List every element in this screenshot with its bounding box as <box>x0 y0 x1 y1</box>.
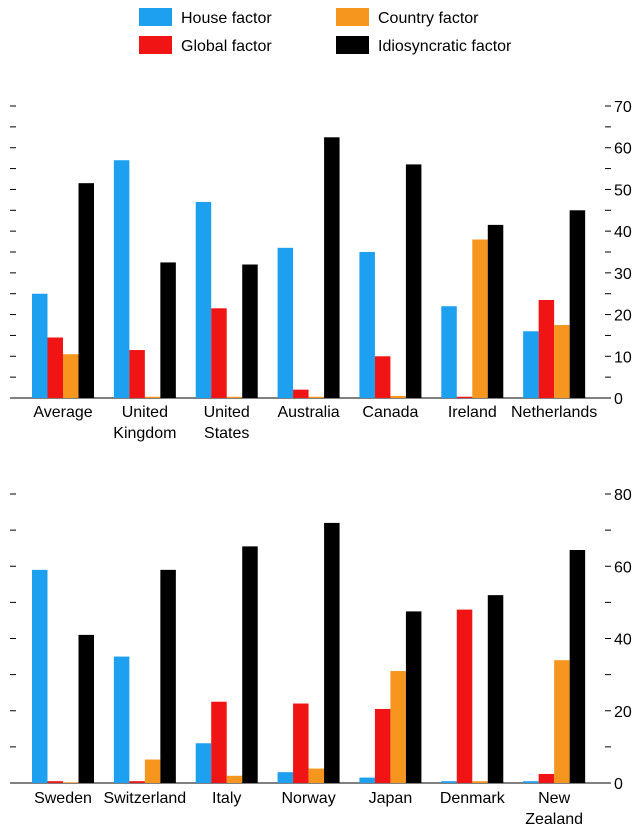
bar-global <box>47 781 63 783</box>
bar-idio <box>160 262 176 398</box>
y-tick-label: 10 <box>614 349 632 366</box>
bar-country <box>390 395 406 398</box>
category-label: Switzerland <box>104 790 187 807</box>
y-tick-label: 40 <box>614 632 632 649</box>
bar-global <box>211 308 227 398</box>
bar-global <box>293 703 309 783</box>
legend-label-idio: Idiosyncratic factor <box>378 38 512 55</box>
bar-country <box>144 759 161 783</box>
bar-global <box>293 389 309 398</box>
category-label: Japan <box>369 790 413 807</box>
y-tick-label: 20 <box>614 704 632 721</box>
category-label: Denmark <box>440 790 506 807</box>
category-label: Sweden <box>34 790 92 807</box>
bar-global <box>538 299 555 398</box>
category-label: Netherlands <box>511 404 597 421</box>
bar-idio <box>160 569 176 783</box>
category-label: United States <box>204 404 250 442</box>
bar-global <box>129 781 145 783</box>
bar-house <box>441 306 457 398</box>
bar-idio <box>405 611 422 783</box>
legend-label-country: Country factor <box>378 10 479 27</box>
bar-global <box>456 609 473 783</box>
bar-country <box>308 396 325 398</box>
chart-panel-top: 0 10 20 30 40 50 60 70 Average United Kingdom Unite… <box>10 99 632 442</box>
category-label: Italy <box>212 790 241 807</box>
bar-idio <box>242 546 258 783</box>
category-label: Australia <box>277 404 339 421</box>
category-label: Average <box>33 404 92 421</box>
bar-house <box>113 656 130 783</box>
bar-house <box>113 160 130 398</box>
bar-idio <box>78 634 94 783</box>
bar-country <box>554 660 570 783</box>
bar-house <box>195 201 212 398</box>
bar-global <box>374 708 391 783</box>
bar-idio <box>569 549 586 783</box>
bar-idio <box>78 183 94 398</box>
bar-house <box>277 772 294 783</box>
bar-idio <box>242 264 258 398</box>
bar-country <box>308 768 325 783</box>
category-label: Ireland <box>448 404 497 421</box>
bar-house <box>32 293 48 398</box>
bar-global <box>538 773 555 783</box>
bar-global <box>129 350 145 398</box>
y-tick-label: 0 <box>614 776 623 793</box>
bar-idio <box>405 164 422 398</box>
bar-country <box>554 325 570 398</box>
bar-house <box>523 331 539 398</box>
bar-country <box>63 782 79 783</box>
chart-legend: House factor Global factor Country factor I… <box>139 8 512 55</box>
bar-idio <box>324 137 340 399</box>
bar-global <box>211 701 227 783</box>
bar-house <box>359 252 375 398</box>
bar-idio <box>487 224 504 398</box>
legend-swatch-country <box>336 8 369 26</box>
y-tick-label: 70 <box>614 99 632 116</box>
y-tick-label: 20 <box>614 308 632 325</box>
category-label: Norway <box>281 790 335 807</box>
y-tick-label: 40 <box>614 224 632 241</box>
bar-idio <box>569 210 586 398</box>
bar-global <box>374 356 391 398</box>
chart-panel-bottom: 0 20 40 60 80 Sweden Switzerland Italy Norway Jap… <box>10 487 632 828</box>
bar-house <box>195 743 212 783</box>
legend-swatch-idio <box>336 36 369 54</box>
y-tick-label: 60 <box>614 559 632 576</box>
bar-country <box>390 671 406 783</box>
bar-country <box>226 396 243 398</box>
legend-swatch-global <box>139 36 172 54</box>
bar-house <box>523 781 539 783</box>
legend-label-global: Global factor <box>181 38 272 55</box>
bar-country <box>63 354 79 398</box>
bar-country <box>226 775 243 783</box>
category-label: United Kingdom <box>113 404 176 442</box>
bar-house <box>277 247 294 398</box>
bar-house <box>32 569 48 783</box>
bar-house <box>359 777 375 783</box>
bar-country <box>472 781 488 783</box>
bar-house <box>441 781 457 783</box>
bar-idio <box>324 522 340 783</box>
bar-global <box>47 337 63 398</box>
y-tick-label: 60 <box>614 141 632 158</box>
y-tick-label: 80 <box>614 487 632 504</box>
category-label: Canada <box>362 404 418 421</box>
bar-country <box>144 396 161 398</box>
bar-idio <box>487 595 504 783</box>
y-tick-label: 30 <box>614 266 632 283</box>
y-tick-label: 50 <box>614 182 632 199</box>
y-tick-label: 0 <box>614 391 623 408</box>
legend-swatch-house <box>139 8 172 26</box>
bar-global <box>456 396 473 398</box>
bar-country <box>472 239 488 398</box>
category-label: New Zealand <box>525 790 583 828</box>
legend-label-house: House factor <box>181 10 272 27</box>
